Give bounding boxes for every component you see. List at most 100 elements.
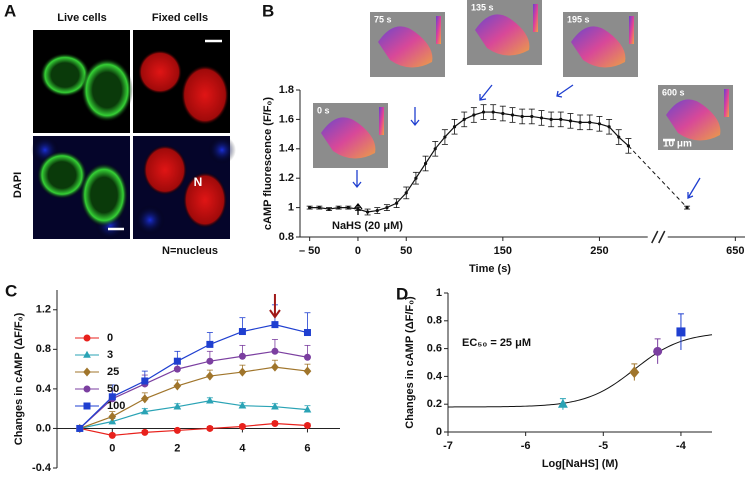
marker (238, 328, 246, 336)
cell (37, 151, 87, 199)
cells (378, 26, 433, 68)
marker (462, 117, 466, 121)
marker (173, 426, 181, 434)
marker (303, 405, 312, 413)
cell (80, 163, 128, 227)
cell (181, 65, 229, 125)
y-tick-label: 1.8 (279, 84, 294, 96)
y-tick-label: 1.4 (279, 143, 295, 155)
legend-text: N=nucleus (162, 245, 218, 257)
cell (138, 50, 182, 94)
annotation: EC₅₀ = 25 μM (462, 337, 531, 349)
legend-label: 50 (107, 383, 119, 395)
arrow (410, 107, 420, 127)
colorbar (533, 4, 538, 32)
cells (571, 26, 626, 68)
nucleus (208, 136, 236, 164)
marker (83, 367, 91, 377)
line (79, 400, 308, 430)
line (79, 323, 308, 429)
marker (539, 116, 544, 120)
marker (588, 120, 592, 124)
y-tick-label: 0.6 (427, 343, 442, 355)
marker (173, 365, 181, 373)
cell (40, 53, 90, 97)
marker (206, 340, 214, 348)
marker (238, 401, 247, 409)
panel-letter: B (262, 1, 274, 20)
image-label: 75 s (374, 14, 392, 24)
marker (653, 346, 663, 356)
marker (238, 352, 246, 360)
marker (452, 125, 457, 129)
cell (81, 58, 133, 122)
x-tick-label: 2 (174, 442, 180, 454)
marker (173, 357, 181, 365)
marker (510, 113, 515, 117)
legend-label: 3 (107, 349, 113, 361)
marker (404, 191, 408, 195)
legend-label: 100 (107, 400, 125, 412)
marker (108, 412, 117, 422)
marker (206, 396, 214, 404)
marker (303, 353, 311, 361)
x-tick-label: -5 (598, 440, 608, 452)
x-tick-label: 0 (109, 442, 115, 454)
marker (173, 402, 182, 410)
marker (76, 424, 84, 432)
marker (140, 407, 149, 415)
line (79, 350, 308, 429)
x-axis-label: Time (s) (469, 263, 511, 275)
colorbar (436, 16, 441, 44)
axis-break (651, 230, 659, 244)
marker (491, 110, 495, 114)
marker (433, 147, 437, 151)
marker (597, 122, 602, 126)
marker (108, 393, 116, 401)
panel-letter: A (4, 1, 16, 20)
marker (141, 428, 149, 436)
y-tick-label: -0.4 (32, 462, 52, 474)
marker (108, 431, 116, 439)
legend-label: 25 (107, 366, 119, 378)
marker (83, 334, 91, 342)
row-label: DAPI (12, 172, 24, 198)
marker (327, 207, 331, 211)
marker (568, 119, 573, 123)
y-tick-label: 0.8 (36, 343, 51, 355)
arrow (556, 84, 574, 98)
image-label: 600 s (662, 87, 685, 97)
marker (578, 120, 582, 124)
arrow (479, 84, 493, 101)
fit-curve (447, 334, 713, 408)
y-tick-label: 0 (436, 426, 442, 438)
panel-letter: D (396, 284, 408, 303)
x-tick-label: 650 (726, 245, 744, 257)
y-tick-label: 1.6 (279, 113, 294, 125)
y-axis-label: Changes in cAMP (ΔF/F₀) (404, 296, 416, 429)
highlight-arrow (269, 294, 281, 319)
x-tick-label: 150 (494, 245, 512, 257)
marker (617, 135, 621, 139)
nucleus-label: N (194, 175, 203, 189)
marker (394, 201, 399, 205)
break-connector (628, 145, 688, 208)
y-tick-label: 1.2 (36, 304, 51, 316)
marker (356, 207, 360, 211)
marker (271, 362, 279, 372)
arrow (687, 177, 701, 199)
marker (557, 398, 568, 408)
image-label: 135 s (471, 2, 494, 12)
panel-a: A Live cells Fixed cells DAPI N N=nucleu… (4, 1, 236, 257)
marker (238, 422, 246, 430)
y-tick-label: 0.8 (427, 315, 442, 327)
line (309, 111, 629, 213)
line (79, 366, 308, 430)
marker (629, 366, 640, 379)
y-tick-label: 1.2 (279, 172, 294, 184)
x-tick-label: 50 (400, 245, 412, 257)
y-axis-label: Changes in cAMP (ΔF/F₀) (13, 312, 25, 445)
annotation: NaHS (20 μM) (332, 220, 403, 232)
